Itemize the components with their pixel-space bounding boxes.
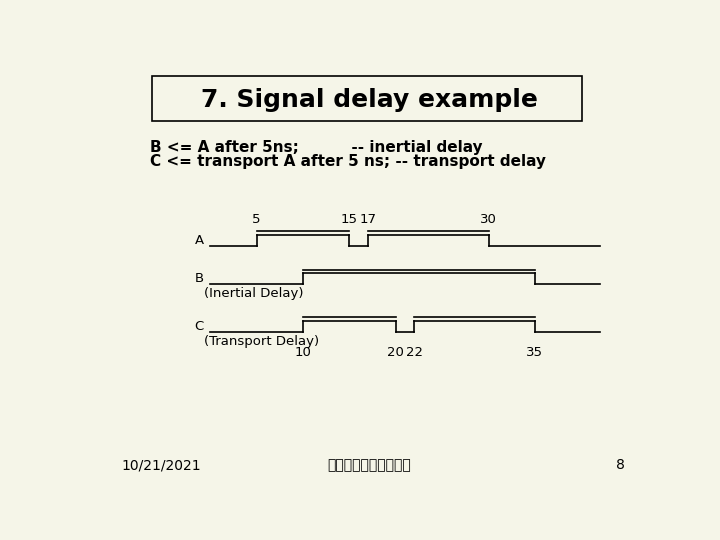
Text: 5: 5: [252, 213, 261, 226]
FancyBboxPatch shape: [152, 76, 582, 121]
Text: 10/21/2021: 10/21/2021: [121, 458, 201, 472]
Text: (Inertial Delay): (Inertial Delay): [204, 287, 303, 300]
Text: 10: 10: [294, 346, 311, 359]
Text: 7. Signal delay example: 7. Signal delay example: [201, 88, 537, 112]
Text: 8: 8: [616, 458, 625, 472]
Text: 22: 22: [406, 346, 423, 359]
Text: 35: 35: [526, 346, 544, 359]
Text: B: B: [195, 272, 204, 285]
Text: 30: 30: [480, 213, 497, 226]
Text: C: C: [194, 320, 204, 333]
Text: 義守大學電機系陳慶瀁: 義守大學電機系陳慶瀁: [327, 458, 411, 472]
Text: C <= transport A after 5 ns; -- transport delay: C <= transport A after 5 ns; -- transpor…: [150, 154, 546, 169]
Text: 20: 20: [387, 346, 404, 359]
Text: 17: 17: [359, 213, 377, 226]
Text: B <= A after 5ns;          -- inertial delay: B <= A after 5ns; -- inertial delay: [150, 140, 483, 156]
Text: (Transport Delay): (Transport Delay): [204, 335, 319, 348]
Text: 15: 15: [341, 213, 358, 226]
Text: A: A: [195, 234, 204, 247]
